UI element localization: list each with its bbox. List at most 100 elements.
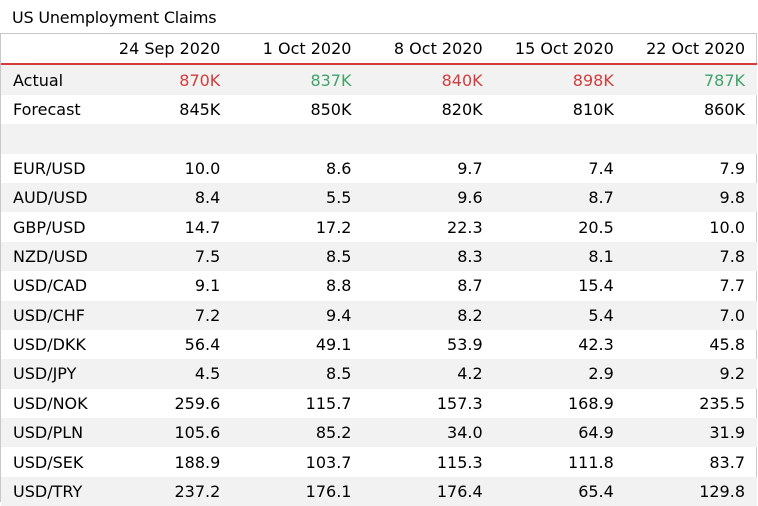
pair-value: 237.2 xyxy=(101,476,233,506)
actual-value: 787K xyxy=(625,64,757,95)
column-header: 8 Oct 2020 xyxy=(393,39,483,59)
pair-value: 8.7 xyxy=(494,182,626,213)
spacer-row xyxy=(1,124,757,154)
pair-value: 259.6 xyxy=(174,393,221,413)
pair-value: 8.6 xyxy=(326,158,352,178)
pair-value: 7.4 xyxy=(588,158,614,178)
pair-value: 9.6 xyxy=(363,182,495,213)
column-header: 15 Oct 2020 xyxy=(514,39,614,59)
pair-label: EUR/USD xyxy=(13,158,86,178)
pair-label: USD/CAD xyxy=(13,276,88,296)
pair-value: 8.7 xyxy=(457,276,483,296)
spacer-cell xyxy=(1,124,757,154)
pair-value: 5.5 xyxy=(232,182,364,213)
pair-label: USD/CHF xyxy=(1,300,102,330)
pair-value: 111.8 xyxy=(568,452,614,472)
pair-label: USD/TRY xyxy=(1,476,102,506)
pair-value: 8.1 xyxy=(494,241,626,272)
pair-value: 7.7 xyxy=(719,276,745,296)
column-header: 22 Oct 2020 xyxy=(646,39,745,59)
pair-value: 64.9 xyxy=(494,418,626,448)
pair-value: 14.7 xyxy=(184,217,221,237)
column-header: 24 Sep 2020 xyxy=(118,39,221,59)
pair-value: 17.2 xyxy=(315,217,352,237)
pair-value: 8.3 xyxy=(363,241,495,272)
pair-value: 5.4 xyxy=(494,300,626,330)
pair-value: 176.1 xyxy=(232,476,364,506)
pair-value: 115.3 xyxy=(436,452,483,472)
pair-value: 10.0 xyxy=(709,217,745,237)
pair-value: 45.8 xyxy=(709,335,745,355)
pair-label: AUD/USD xyxy=(1,182,102,213)
pair-value: 8.8 xyxy=(326,276,352,296)
forecast-row: Forecast 845K 850K 820K 810K 860K xyxy=(1,95,757,124)
pair-row: USD/DKK 56.4 49.1 53.9 42.3 45.8 xyxy=(1,330,757,359)
pair-value: 7.0 xyxy=(625,300,757,330)
pair-value: 103.7 xyxy=(305,452,352,472)
pair-value: 53.9 xyxy=(447,335,483,355)
pair-label: USD/JPY xyxy=(1,359,102,389)
pair-label: USD/NOK xyxy=(13,393,88,413)
pair-value: 105.6 xyxy=(101,418,233,448)
pair-value: 9.8 xyxy=(625,182,757,213)
pair-value: 7.9 xyxy=(719,158,745,178)
pair-value: 31.9 xyxy=(625,418,757,448)
pair-row: USD/CHF 7.2 9.4 8.2 5.4 7.0 xyxy=(1,300,757,330)
pair-value: 56.4 xyxy=(184,335,221,355)
row-label: Actual xyxy=(1,64,102,95)
pair-row: USD/JPY 4.5 8.5 4.2 2.9 9.2 xyxy=(1,359,757,389)
pair-value: 115.7 xyxy=(305,393,352,413)
pair-label: USD/SEK xyxy=(13,452,84,472)
pair-value: 8.4 xyxy=(101,182,233,213)
pair-value: 20.5 xyxy=(578,217,614,237)
actual-value: 870K xyxy=(101,64,233,95)
column-header: 1 Oct 2020 xyxy=(262,39,352,59)
data-table-frame: 24 Sep 2020 1 Oct 2020 8 Oct 2020 15 Oct… xyxy=(0,33,757,506)
pair-row: USD/SEK 188.9 103.7 115.3 111.8 83.7 xyxy=(1,447,757,476)
pair-value: 22.3 xyxy=(447,217,483,237)
actual-row: Actual 870K 837K 840K 898K 787K xyxy=(1,64,757,95)
table-title: US Unemployment Claims xyxy=(12,8,217,27)
pair-value: 188.9 xyxy=(174,452,221,472)
pair-value: 157.3 xyxy=(436,393,483,413)
pair-value: 65.4 xyxy=(494,476,626,506)
pair-value: 7.8 xyxy=(625,241,757,272)
pair-row: USD/CAD 9.1 8.8 8.7 15.4 7.7 xyxy=(1,271,757,300)
pair-label: GBP/USD xyxy=(13,217,86,237)
forecast-value: 860K xyxy=(703,99,745,119)
pair-value: 9.7 xyxy=(457,158,483,178)
forecast-value: 845K xyxy=(179,99,221,119)
pair-value: 9.2 xyxy=(625,359,757,389)
pair-row: USD/TRY 237.2 176.1 176.4 65.4 129.8 xyxy=(1,476,757,506)
forecast-value: 850K xyxy=(310,99,352,119)
pair-value: 85.2 xyxy=(232,418,364,448)
actual-value: 837K xyxy=(232,64,364,95)
row-label: Forecast xyxy=(13,99,81,119)
actual-value: 840K xyxy=(363,64,495,95)
pair-value: 176.4 xyxy=(363,476,495,506)
pair-value: 15.4 xyxy=(578,276,614,296)
pair-value: 2.9 xyxy=(494,359,626,389)
header-row: 24 Sep 2020 1 Oct 2020 8 Oct 2020 15 Oct… xyxy=(1,34,757,65)
actual-value: 898K xyxy=(494,64,626,95)
forecast-value: 820K xyxy=(441,99,483,119)
pair-label: NZD/USD xyxy=(1,241,102,272)
pair-label: USD/PLN xyxy=(1,418,102,448)
pair-value: 8.5 xyxy=(232,359,364,389)
pair-value: 9.4 xyxy=(232,300,364,330)
pair-row: EUR/USD 10.0 8.6 9.7 7.4 7.9 xyxy=(1,154,757,183)
header-corner xyxy=(1,34,101,64)
pair-row: GBP/USD 14.7 17.2 22.3 20.5 10.0 xyxy=(1,212,757,241)
pair-row: USD/PLN 105.6 85.2 34.0 64.9 31.9 xyxy=(1,418,757,448)
pair-label: USD/DKK xyxy=(13,335,86,355)
pair-value: 8.2 xyxy=(363,300,495,330)
pair-value: 4.5 xyxy=(101,359,233,389)
pair-value: 34.0 xyxy=(363,418,495,448)
pair-value: 9.1 xyxy=(194,276,221,296)
pair-value: 168.9 xyxy=(568,393,614,413)
pair-value: 7.5 xyxy=(101,241,233,272)
pair-value: 7.2 xyxy=(101,300,233,330)
pair-row: USD/NOK 259.6 115.7 157.3 168.9 235.5 xyxy=(1,389,757,418)
pair-value: 129.8 xyxy=(625,476,757,506)
pair-row: NZD/USD 7.5 8.5 8.3 8.1 7.8 xyxy=(1,241,757,272)
